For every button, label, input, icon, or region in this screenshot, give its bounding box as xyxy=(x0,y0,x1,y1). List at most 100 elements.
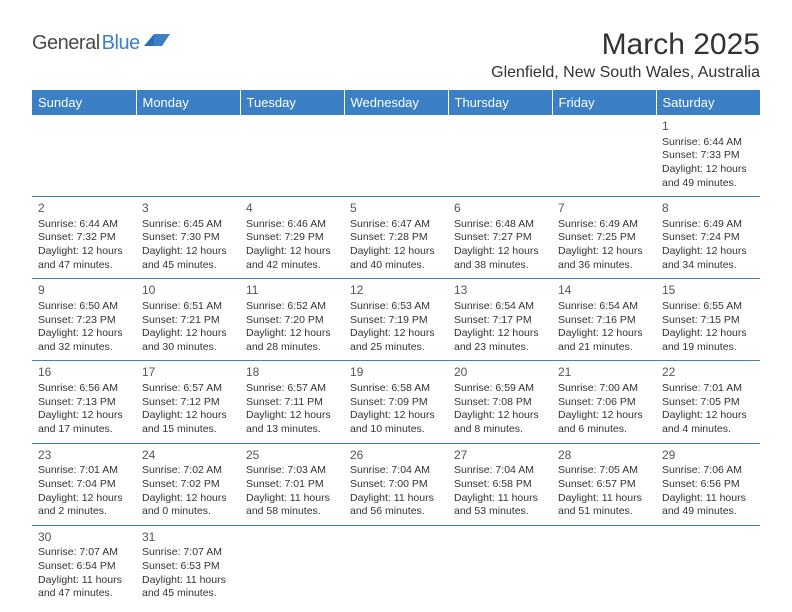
day-number: 8 xyxy=(662,201,754,217)
calendar-cell-empty xyxy=(240,525,344,607)
calendar-cell: 25Sunrise: 7:03 AMSunset: 7:01 PMDayligh… xyxy=(240,443,344,525)
calendar-cell: 17Sunrise: 6:57 AMSunset: 7:12 PMDayligh… xyxy=(136,361,240,443)
day-number: 10 xyxy=(142,283,234,299)
sunrise-text: Sunrise: 6:50 AM xyxy=(38,300,130,314)
calendar-cell-empty xyxy=(448,115,552,197)
daylight-text: Daylight: 12 hours and 30 minutes. xyxy=(142,327,234,354)
sunset-text: Sunset: 7:30 PM xyxy=(142,231,234,245)
daylight-text: Daylight: 12 hours and 36 minutes. xyxy=(558,245,650,272)
sunrise-text: Sunrise: 6:44 AM xyxy=(38,218,130,232)
calendar-cell: 14Sunrise: 6:54 AMSunset: 7:16 PMDayligh… xyxy=(552,279,656,361)
sunrise-text: Sunrise: 6:47 AM xyxy=(350,218,442,232)
sunset-text: Sunset: 7:15 PM xyxy=(662,314,754,328)
daylight-text: Daylight: 12 hours and 32 minutes. xyxy=(38,327,130,354)
calendar-cell: 10Sunrise: 6:51 AMSunset: 7:21 PMDayligh… xyxy=(136,279,240,361)
sunrise-text: Sunrise: 6:52 AM xyxy=(246,300,338,314)
day-number: 27 xyxy=(454,448,546,464)
day-header: Thursday xyxy=(448,90,552,115)
daylight-text: Daylight: 12 hours and 0 minutes. xyxy=(142,492,234,519)
daylight-text: Daylight: 11 hours and 51 minutes. xyxy=(558,492,650,519)
daylight-text: Daylight: 12 hours and 23 minutes. xyxy=(454,327,546,354)
day-header-row: SundayMondayTuesdayWednesdayThursdayFrid… xyxy=(32,90,760,115)
calendar-row: 23Sunrise: 7:01 AMSunset: 7:04 PMDayligh… xyxy=(32,443,760,525)
day-number: 12 xyxy=(350,283,442,299)
daylight-text: Daylight: 12 hours and 49 minutes. xyxy=(662,163,754,190)
sunset-text: Sunset: 7:19 PM xyxy=(350,314,442,328)
day-number: 18 xyxy=(246,365,338,381)
sunset-text: Sunset: 7:29 PM xyxy=(246,231,338,245)
calendar-cell: 4Sunrise: 6:46 AMSunset: 7:29 PMDaylight… xyxy=(240,197,344,279)
sunrise-text: Sunrise: 6:54 AM xyxy=(454,300,546,314)
daylight-text: Daylight: 11 hours and 58 minutes. xyxy=(246,492,338,519)
sunset-text: Sunset: 7:13 PM xyxy=(38,396,130,410)
calendar-cell-empty xyxy=(552,525,656,607)
sunrise-text: Sunrise: 6:58 AM xyxy=(350,382,442,396)
calendar-cell: 20Sunrise: 6:59 AMSunset: 7:08 PMDayligh… xyxy=(448,361,552,443)
daylight-text: Daylight: 12 hours and 8 minutes. xyxy=(454,409,546,436)
day-number: 2 xyxy=(38,201,130,217)
sunset-text: Sunset: 7:24 PM xyxy=(662,231,754,245)
sunrise-text: Sunrise: 6:59 AM xyxy=(454,382,546,396)
day-number: 5 xyxy=(350,201,442,217)
sunset-text: Sunset: 7:08 PM xyxy=(454,396,546,410)
calendar-cell: 21Sunrise: 7:00 AMSunset: 7:06 PMDayligh… xyxy=(552,361,656,443)
logo: GeneralBlue xyxy=(32,32,172,55)
day-number: 14 xyxy=(558,283,650,299)
day-number: 19 xyxy=(350,365,442,381)
daylight-text: Daylight: 12 hours and 45 minutes. xyxy=(142,245,234,272)
sunset-text: Sunset: 6:53 PM xyxy=(142,560,234,574)
calendar-cell: 1Sunrise: 6:44 AMSunset: 7:33 PMDaylight… xyxy=(656,115,760,197)
daylight-text: Daylight: 11 hours and 53 minutes. xyxy=(454,492,546,519)
daylight-text: Daylight: 12 hours and 47 minutes. xyxy=(38,245,130,272)
sunset-text: Sunset: 7:33 PM xyxy=(662,149,754,163)
daylight-text: Daylight: 12 hours and 38 minutes. xyxy=(454,245,546,272)
sunset-text: Sunset: 7:11 PM xyxy=(246,396,338,410)
sunset-text: Sunset: 7:06 PM xyxy=(558,396,650,410)
day-number: 6 xyxy=(454,201,546,217)
sunset-text: Sunset: 7:00 PM xyxy=(350,478,442,492)
day-number: 17 xyxy=(142,365,234,381)
sunset-text: Sunset: 6:56 PM xyxy=(662,478,754,492)
day-header: Friday xyxy=(552,90,656,115)
sunrise-text: Sunrise: 6:44 AM xyxy=(662,136,754,150)
day-number: 26 xyxy=(350,448,442,464)
day-number: 1 xyxy=(662,119,754,135)
sunrise-text: Sunrise: 6:48 AM xyxy=(454,218,546,232)
daylight-text: Daylight: 11 hours and 45 minutes. xyxy=(142,574,234,601)
calendar-row: 2Sunrise: 6:44 AMSunset: 7:32 PMDaylight… xyxy=(32,197,760,279)
calendar-table: SundayMondayTuesdayWednesdayThursdayFrid… xyxy=(32,90,760,607)
sunrise-text: Sunrise: 6:55 AM xyxy=(662,300,754,314)
calendar-cell: 19Sunrise: 6:58 AMSunset: 7:09 PMDayligh… xyxy=(344,361,448,443)
sunrise-text: Sunrise: 7:00 AM xyxy=(558,382,650,396)
sunset-text: Sunset: 7:21 PM xyxy=(142,314,234,328)
sunrise-text: Sunrise: 7:07 AM xyxy=(142,546,234,560)
sunrise-text: Sunrise: 7:03 AM xyxy=(246,464,338,478)
calendar-cell-empty xyxy=(552,115,656,197)
day-number: 31 xyxy=(142,530,234,546)
day-number: 29 xyxy=(662,448,754,464)
day-number: 22 xyxy=(662,365,754,381)
sunrise-text: Sunrise: 6:56 AM xyxy=(38,382,130,396)
calendar-cell: 6Sunrise: 6:48 AMSunset: 7:27 PMDaylight… xyxy=(448,197,552,279)
day-number: 9 xyxy=(38,283,130,299)
calendar-row: 30Sunrise: 7:07 AMSunset: 6:54 PMDayligh… xyxy=(32,525,760,607)
sunset-text: Sunset: 6:54 PM xyxy=(38,560,130,574)
calendar-cell: 3Sunrise: 6:45 AMSunset: 7:30 PMDaylight… xyxy=(136,197,240,279)
day-number: 3 xyxy=(142,201,234,217)
calendar-cell: 29Sunrise: 7:06 AMSunset: 6:56 PMDayligh… xyxy=(656,443,760,525)
calendar-body: 1Sunrise: 6:44 AMSunset: 7:33 PMDaylight… xyxy=(32,115,760,607)
calendar-cell-empty xyxy=(32,115,136,197)
day-number: 23 xyxy=(38,448,130,464)
day-number: 21 xyxy=(558,365,650,381)
daylight-text: Daylight: 11 hours and 49 minutes. xyxy=(662,492,754,519)
logo-text-blue: Blue xyxy=(102,32,140,55)
calendar-cell: 15Sunrise: 6:55 AMSunset: 7:15 PMDayligh… xyxy=(656,279,760,361)
calendar-cell-empty xyxy=(656,525,760,607)
calendar-cell: 31Sunrise: 7:07 AMSunset: 6:53 PMDayligh… xyxy=(136,525,240,607)
sunset-text: Sunset: 7:05 PM xyxy=(662,396,754,410)
daylight-text: Daylight: 12 hours and 21 minutes. xyxy=(558,327,650,354)
day-number: 4 xyxy=(246,201,338,217)
day-header: Saturday xyxy=(656,90,760,115)
day-header: Monday xyxy=(136,90,240,115)
sunrise-text: Sunrise: 6:54 AM xyxy=(558,300,650,314)
